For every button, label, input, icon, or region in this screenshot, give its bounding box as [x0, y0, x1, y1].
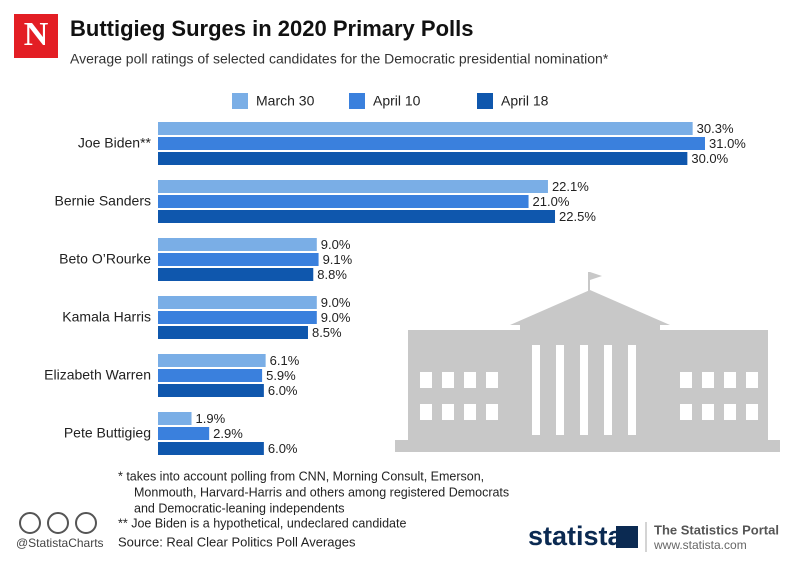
category-label: Pete Buttigieg: [64, 425, 151, 441]
bar: [158, 412, 192, 425]
bar: [158, 311, 317, 324]
bar: [158, 180, 548, 193]
legend-swatch: [349, 93, 365, 109]
chart-title: Buttigieg Surges in 2020 Primary Polls: [70, 16, 473, 41]
bar: [158, 210, 556, 223]
legend-label: April 18: [501, 93, 549, 109]
value-label: 31.0%: [709, 136, 746, 151]
value-label: 6.1%: [270, 353, 300, 368]
legend-swatch: [232, 93, 248, 109]
bar: [158, 253, 319, 266]
bar: [158, 195, 529, 208]
bar: [158, 354, 266, 367]
footnote: Monmouth, Harvard-Harris and others amon…: [134, 485, 509, 499]
value-label: 22.5%: [559, 209, 596, 224]
bar: [158, 152, 688, 165]
value-label: 21.0%: [533, 194, 570, 209]
value-label: 6.0%: [268, 383, 298, 398]
value-label: 2.9%: [213, 426, 243, 441]
white-house-windows: [420, 345, 758, 435]
category-label: Bernie Sanders: [54, 193, 151, 209]
value-label: 6.0%: [268, 441, 298, 456]
source: Source: Real Clear Politics Poll Average…: [118, 534, 356, 549]
value-label: 9.0%: [321, 295, 351, 310]
value-label: 5.9%: [266, 368, 296, 383]
footnote: * takes into account polling from CNN, M…: [118, 469, 484, 483]
subtitle: Average poll ratings of selected candida…: [70, 51, 609, 67]
bar: [158, 122, 693, 135]
category-label: Elizabeth Warren: [44, 367, 151, 383]
footnote: and Democratic-leaning independents: [134, 501, 345, 515]
bar: [158, 137, 705, 150]
value-label: 1.9%: [196, 411, 226, 426]
logo-box: [14, 14, 58, 58]
value-label: 9.0%: [321, 237, 351, 252]
value-label: 8.8%: [317, 267, 347, 282]
value-label: 30.3%: [697, 121, 734, 136]
value-label: 9.0%: [321, 310, 351, 325]
brand-icon: [616, 526, 638, 548]
brand: statista: [528, 521, 624, 551]
cc-icons: [19, 512, 97, 534]
url: www.statista.com: [653, 538, 747, 552]
legend-swatch: [477, 93, 493, 109]
bar: [158, 369, 263, 382]
category-label: Kamala Harris: [62, 309, 151, 325]
category-label: Joe Biden**: [78, 135, 152, 151]
legend-label: April 10: [373, 93, 421, 109]
bar: [158, 296, 317, 309]
value-label: 22.1%: [552, 179, 589, 194]
white-house: [395, 272, 780, 452]
bar: [158, 238, 317, 251]
value-label: 8.5%: [312, 325, 342, 340]
logo: N: [24, 16, 49, 53]
portal: The Statistics Portal: [654, 522, 779, 537]
bar: [158, 427, 210, 440]
bar: [158, 326, 308, 339]
bar: [158, 384, 264, 397]
handle: @StatistaCharts: [16, 536, 104, 550]
legend-label: March 30: [256, 93, 315, 109]
bar: [158, 442, 264, 455]
category-label: Beto O’Rourke: [59, 251, 151, 267]
value-label: 30.0%: [691, 151, 728, 166]
bar: [158, 268, 314, 281]
value-label: 9.1%: [323, 252, 353, 267]
footnote: ** Joe Biden is a hypothetical, undeclar…: [118, 516, 406, 530]
